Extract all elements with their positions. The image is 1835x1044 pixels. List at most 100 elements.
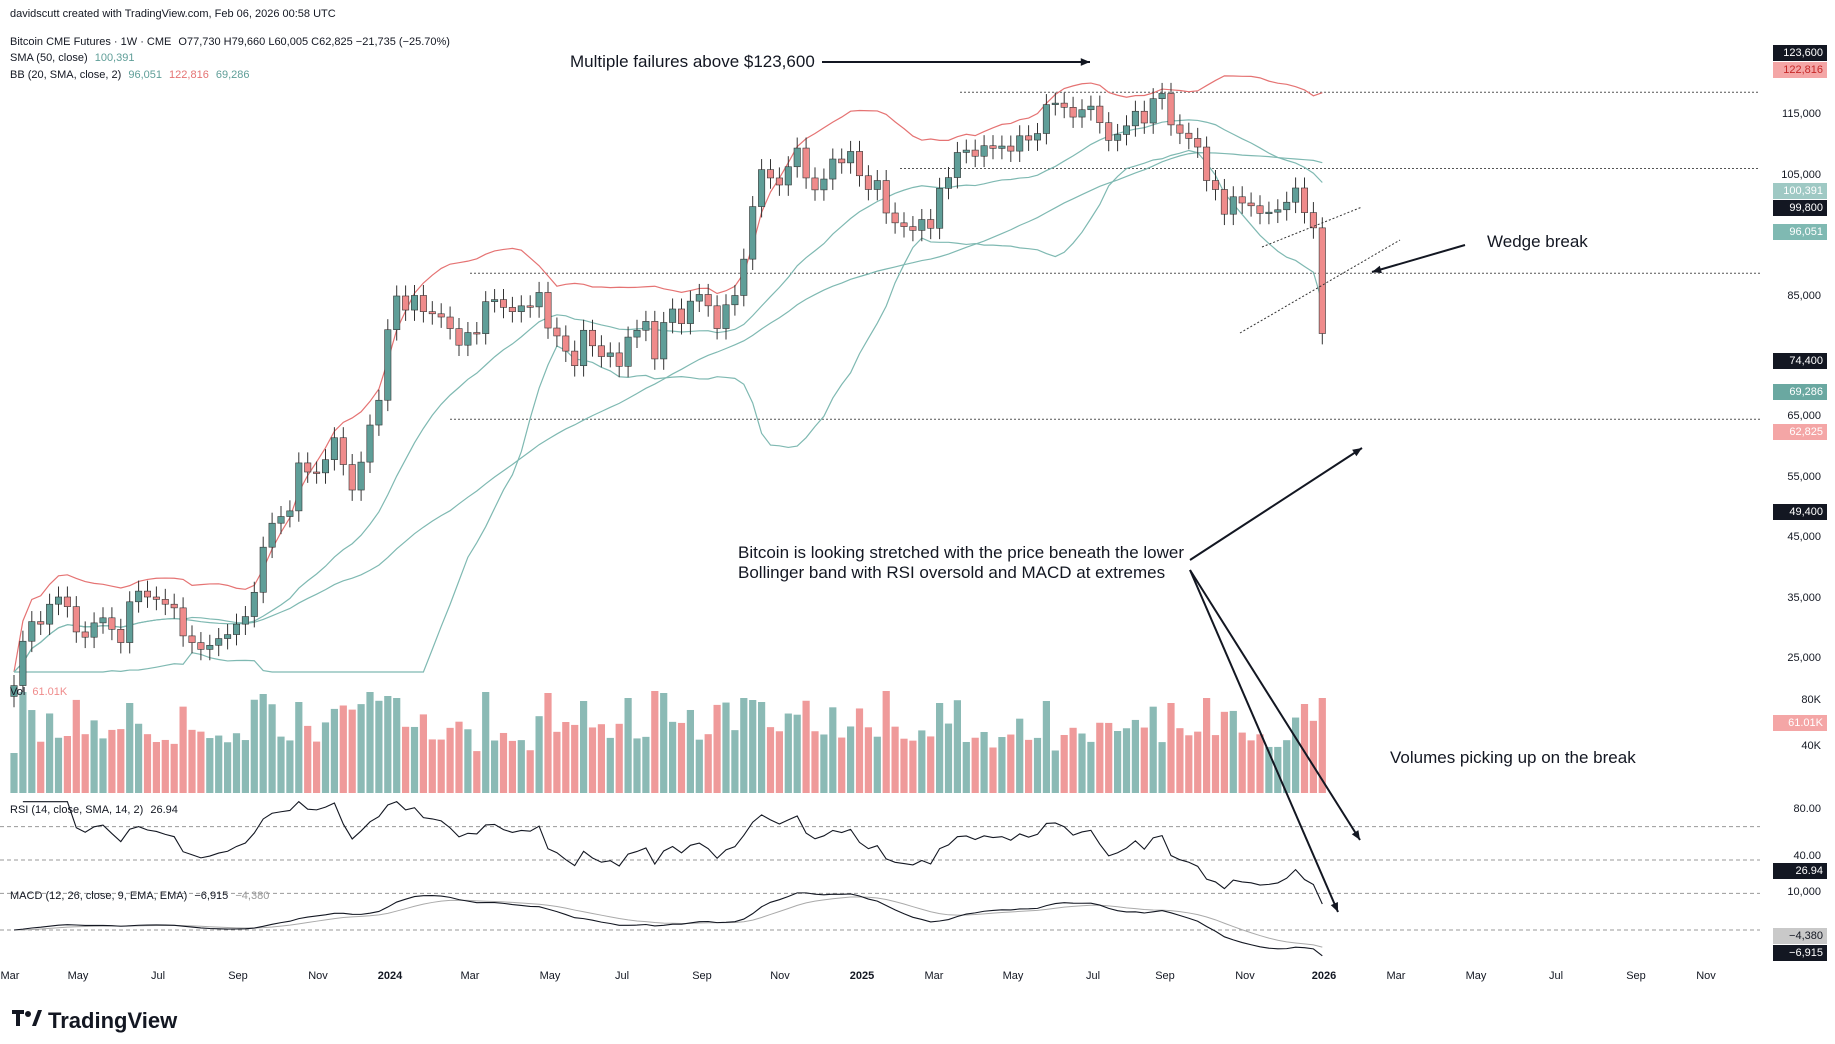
time-axis-label: Mar xyxy=(1386,970,1406,982)
volume-bar xyxy=(1318,698,1326,793)
candle-body xyxy=(642,321,650,331)
candle-body xyxy=(1042,104,1050,134)
candle-body xyxy=(1025,135,1033,141)
macd-axis-label: 10,000 xyxy=(1787,886,1821,898)
candle-body xyxy=(339,437,347,465)
price-axis-label: 65,000 xyxy=(1787,410,1821,422)
volume-bar xyxy=(1238,732,1246,793)
time-axis-label: Mar xyxy=(924,970,944,982)
volume-bar xyxy=(1229,710,1237,793)
volume-bar xyxy=(1167,703,1175,793)
bb-lower-value: 69,286 xyxy=(215,69,250,81)
volume-label: Vol xyxy=(10,686,26,698)
volume-bar xyxy=(508,740,516,793)
volume-bar xyxy=(268,704,276,793)
volume-bar xyxy=(1131,719,1139,793)
bb-legend[interactable]: BB (20, SMA, close, 2) 96,051 122,816 69… xyxy=(10,69,250,81)
macd-signal-value: −4,380 xyxy=(235,890,270,902)
arrow-rsi xyxy=(1189,569,1361,841)
candle-body xyxy=(241,616,249,625)
price-tag-bb-basis: 96,051 xyxy=(1773,224,1827,240)
volume-bar xyxy=(179,706,187,793)
volume-bar xyxy=(766,727,775,793)
volume-bar xyxy=(695,739,703,793)
volume-bar xyxy=(54,737,63,793)
volume-value: 61.01K xyxy=(32,686,68,698)
macd-legend[interactable]: MACD (12, 26, close, 9, EMA, EMA) −6,915… xyxy=(10,890,269,902)
candle-body xyxy=(446,316,454,329)
volume-bar xyxy=(793,714,801,793)
macd-value: −6,915 xyxy=(194,890,229,902)
volume-bar xyxy=(339,705,347,793)
time-axis-label: Nov xyxy=(308,970,328,982)
volume-tag: 61.01K xyxy=(1773,715,1827,731)
volume-bar xyxy=(224,742,232,793)
candle-body xyxy=(277,516,285,524)
volume-bar xyxy=(1096,722,1104,793)
candle-body xyxy=(286,510,294,517)
candle-body xyxy=(1176,124,1184,134)
volume-bar xyxy=(686,709,694,793)
candle-body xyxy=(1238,196,1246,204)
candle-body xyxy=(535,292,543,308)
time-axis-label: Nov xyxy=(770,970,790,982)
annotation-volumes: Volumes picking up on the break xyxy=(1390,748,1636,767)
candle-body xyxy=(580,329,588,367)
candle-body xyxy=(553,327,561,337)
volume-bar xyxy=(562,722,570,793)
candle-body xyxy=(936,188,944,229)
time-axis-label: May xyxy=(67,970,89,982)
candle-body xyxy=(1203,146,1211,181)
volume-bar xyxy=(588,727,597,793)
volume-bar xyxy=(232,733,241,793)
annotation-stretched-line1: Bitcoin is looking stretched with the pr… xyxy=(738,543,1185,562)
macd-label: MACD (12, 26, close, 9, EMA, EMA) xyxy=(10,890,188,902)
volume-bar xyxy=(980,731,988,793)
candle-body xyxy=(811,177,819,191)
volume-bar xyxy=(1194,731,1202,793)
candle-body xyxy=(170,603,178,609)
candle-body xyxy=(304,462,312,473)
brand-name: TradingView xyxy=(48,1008,178,1033)
tradingview-logo[interactable]: TradingView xyxy=(12,1008,177,1034)
rsi-legend[interactable]: RSI (14, close, SMA, 14, 2) 26.94 xyxy=(10,804,178,816)
time-axis-label: Mar xyxy=(0,970,20,982)
volume-bar xyxy=(713,704,721,793)
candle-body xyxy=(348,464,356,491)
candle-body xyxy=(571,350,579,367)
arrow-price xyxy=(1189,447,1363,561)
volume-bar xyxy=(135,723,143,793)
volume-bar xyxy=(1283,740,1291,793)
volume-bar xyxy=(633,738,641,793)
volume-bar xyxy=(740,698,748,793)
volume-bar xyxy=(962,741,970,793)
candle-body xyxy=(633,329,641,338)
price-tag-123600: 123,600 xyxy=(1773,45,1827,61)
candle-body xyxy=(321,459,329,474)
volume-bar xyxy=(1300,704,1309,793)
volume-bar xyxy=(499,732,508,793)
arrow-wedge-head xyxy=(1372,265,1382,274)
volume-bar xyxy=(437,739,445,793)
volume-legend[interactable]: Vol 61.01K xyxy=(10,686,67,698)
reference-lines xyxy=(450,91,1760,420)
candle-body xyxy=(891,212,899,224)
candle-body xyxy=(144,590,152,598)
volume-bar xyxy=(624,698,632,793)
volume-bar xyxy=(1265,746,1273,793)
wedge-lower-line xyxy=(1239,239,1401,334)
candle-body xyxy=(517,305,525,312)
price-tag-99800: 99,800 xyxy=(1773,200,1827,216)
arrow-rsi-head xyxy=(1351,830,1360,840)
candle-body xyxy=(117,629,125,643)
price-tag-bb-lower: 69,286 xyxy=(1773,384,1827,400)
candle-body xyxy=(233,623,241,635)
volume-bar xyxy=(1087,741,1095,793)
candle-body xyxy=(695,294,703,302)
volume-bar xyxy=(1069,727,1077,793)
sma-legend[interactable]: SMA (50, close) 100,391 xyxy=(10,52,134,64)
volume-bar xyxy=(820,734,828,793)
volume-bar xyxy=(357,704,365,793)
volume-bar xyxy=(517,740,525,793)
